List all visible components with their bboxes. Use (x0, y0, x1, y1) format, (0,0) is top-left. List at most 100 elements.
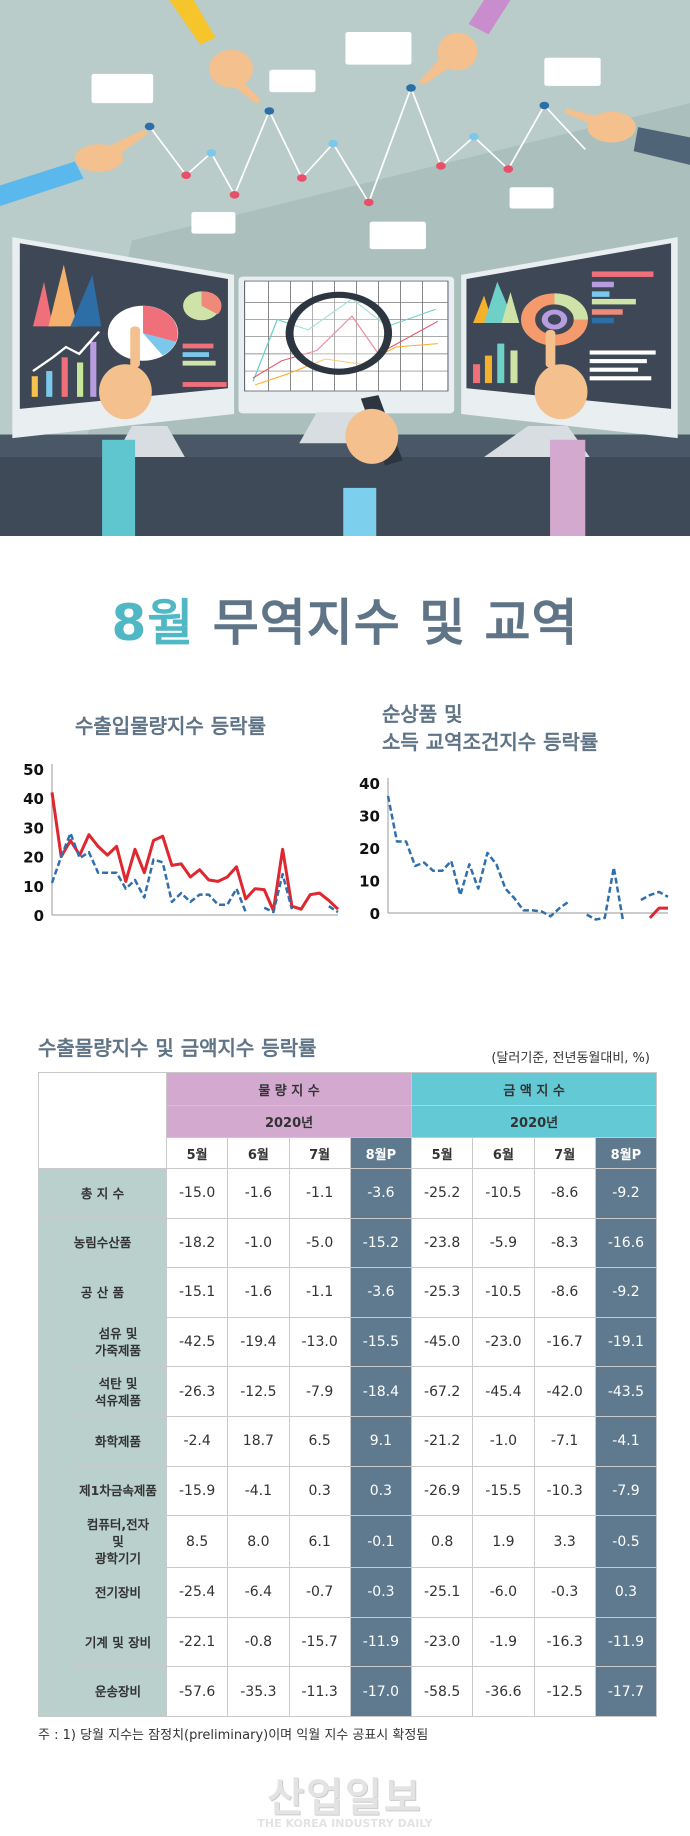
volume-index-chart: 0 10 20 30 40 50 (23, 761, 340, 925)
row-label: 농림수산품 (38, 1217, 167, 1269)
table-cell: -18.4 (349, 1366, 413, 1417)
table-cell: 18.7 (227, 1415, 290, 1467)
table-cell: -7.9 (288, 1366, 351, 1417)
table-cell: 6.1 (288, 1515, 351, 1569)
table-cell: -3.6 (349, 1267, 413, 1318)
table-cell: -16.6 (594, 1217, 658, 1269)
table-cell: -16.7 (533, 1316, 596, 1368)
table-cell: -12.5 (533, 1666, 596, 1717)
series-line-solid (50, 792, 340, 913)
chart-title-terms-of-trade: 순상품 및 소득 교역조건지수 등락률 (382, 702, 599, 754)
header-volume-index: 물 량 지 수 (165, 1072, 413, 1106)
table-cell: -1.9 (472, 1616, 535, 1668)
speech-bubbles (91, 31, 601, 250)
table-cell: -25.1 (411, 1567, 474, 1618)
table-cell: 9.1 (349, 1415, 413, 1467)
series-line-dashed (640, 890, 669, 902)
table-cell: -9.2 (594, 1267, 658, 1318)
table-cell: -0.5 (594, 1515, 658, 1569)
table-cell: -1.0 (227, 1217, 290, 1269)
table-cell: -7.1 (533, 1415, 596, 1467)
header-volume-year: 2020년 (165, 1105, 413, 1138)
table-cell: -0.3 (349, 1567, 413, 1618)
left-monitor (12, 237, 235, 457)
table-cell: -15.2 (349, 1217, 413, 1269)
table-row: 기계 및 장비 -22.1 -0.8 -15.7 -11.9 -23.0 -1.9 -16.3… (39, 1616, 658, 1668)
row-label: 공 산 품 (38, 1267, 167, 1318)
pointing-hands (0, 0, 690, 207)
y-tick-label: 50 (23, 761, 44, 779)
table-cell: -15.7 (288, 1616, 351, 1668)
month-header: 5월 (165, 1137, 229, 1169)
series-line-dashed (50, 831, 247, 913)
table-cell: -43.5 (594, 1366, 658, 1417)
table-cell: -19.4 (227, 1316, 290, 1368)
series-line-solid (648, 906, 668, 919)
table-cell: -11.9 (594, 1616, 658, 1668)
index-change-table: 물 량 지 수 금 액 지 수 2020년 2020년 5월 6월 7월 8월P 5월 6… (38, 1072, 658, 1717)
table-cell: -23.8 (411, 1217, 474, 1269)
page-title: 8월 무역지수 및 교역 (0, 583, 690, 655)
table-row: 총 지 수 -15.0 -1.6 -1.1 -3.6 -25.2 -10.5 -8.6 -9.2 (38, 1168, 658, 1219)
row-label: 제1차금속제품 (69, 1465, 167, 1517)
hands-on-screens (99, 326, 588, 536)
subgroup-indent (38, 1316, 70, 1717)
table-row: 제1차금속제품 -15.9 -4.1 0.3 0.3 -26.9 -15.5 -10.3 -7.… (39, 1465, 658, 1517)
table-cell: -17.7 (594, 1666, 658, 1717)
table-cell: -23.0 (472, 1316, 535, 1368)
table-cell: -13.0 (288, 1316, 351, 1368)
title-rest: 무역지수 및 교역 (194, 594, 579, 652)
table-cell: -42.5 (165, 1316, 229, 1368)
month-header: 7월 (533, 1137, 596, 1169)
table-cell: -15.5 (472, 1465, 535, 1517)
table-cell: -8.6 (533, 1168, 596, 1219)
title-accent: 8월 (111, 594, 195, 652)
y-tick-label: 30 (23, 819, 44, 837)
table-cell: 3.3 (533, 1515, 596, 1569)
table-row: 석탄 및 석유제품 -26.3 -12.5 -7.9 -18.4 -67.2 -45.4 -4… (39, 1366, 658, 1417)
series-line-dashed (328, 905, 339, 914)
y-tick-label: 40 (23, 790, 44, 808)
table-cell: 6.5 (288, 1415, 351, 1467)
table-cell: -1.0 (472, 1415, 535, 1467)
table-cell: 0.8 (411, 1515, 474, 1569)
table-cell: -3.6 (349, 1168, 413, 1219)
month-header: 7월 (288, 1137, 351, 1169)
table-cell: -10.3 (533, 1465, 596, 1517)
row-label: 전기장비 (69, 1567, 167, 1618)
table-cell: -4.1 (594, 1415, 658, 1467)
table-cell: -0.3 (533, 1567, 596, 1618)
table-cell: -67.2 (411, 1366, 474, 1417)
table-cell: -25.4 (165, 1567, 229, 1618)
y-tick-label: 10 (359, 873, 380, 891)
table-cell: -8.6 (533, 1267, 596, 1318)
table-cell: -25.2 (411, 1168, 474, 1219)
table-cell: 0.3 (349, 1465, 413, 1517)
footnote: 주 : 1) 당월 지수는 잠정치(preliminary)이며 익월 지수 공… (38, 1728, 429, 1743)
row-label: 운송장비 (69, 1666, 167, 1717)
table-cell: -0.8 (227, 1616, 290, 1668)
logo-english: THE KOREA INDUSTRY DAILY (257, 1817, 433, 1830)
table-cell: -57.6 (165, 1666, 229, 1717)
table-cell: 8.5 (165, 1515, 229, 1569)
y-tick-label: 20 (23, 849, 44, 867)
table-cell: -15.1 (165, 1267, 229, 1318)
table-cell: -8.3 (533, 1217, 596, 1269)
logo-korean: 산업일보 (267, 1775, 423, 1821)
table-row: 농림수산품 -18.2 -1.0 -5.0 -15.2 -23.8 -5.9 -8.3 -16.… (38, 1217, 658, 1269)
center-monitor (238, 276, 455, 536)
month-header: 6월 (227, 1137, 290, 1169)
table-cell: -10.5 (472, 1168, 535, 1219)
series-line-dashed (386, 795, 570, 918)
table-row: 섬유 및 가죽제품 -42.5 -19.4 -13.0 -15.5 -45.0 -23.0-… (38, 1316, 658, 1717)
table-row: 운송장비 -57.6 -35.3 -11.3 -17.0 -58.5 -36.6 -12.5-… (39, 1666, 658, 1717)
header-value-index: 금 액 지 수 (411, 1072, 658, 1106)
chart-title-volume: 수출입물량지수 등락률 (75, 714, 266, 738)
y-tick-label: 20 (359, 840, 380, 858)
header-value-year: 2020년 (411, 1105, 658, 1138)
table-cell: -18.2 (165, 1217, 229, 1269)
y-tick-label: 30 (359, 808, 380, 826)
table-corner (38, 1072, 167, 1169)
table-cell: -1.6 (227, 1168, 290, 1219)
